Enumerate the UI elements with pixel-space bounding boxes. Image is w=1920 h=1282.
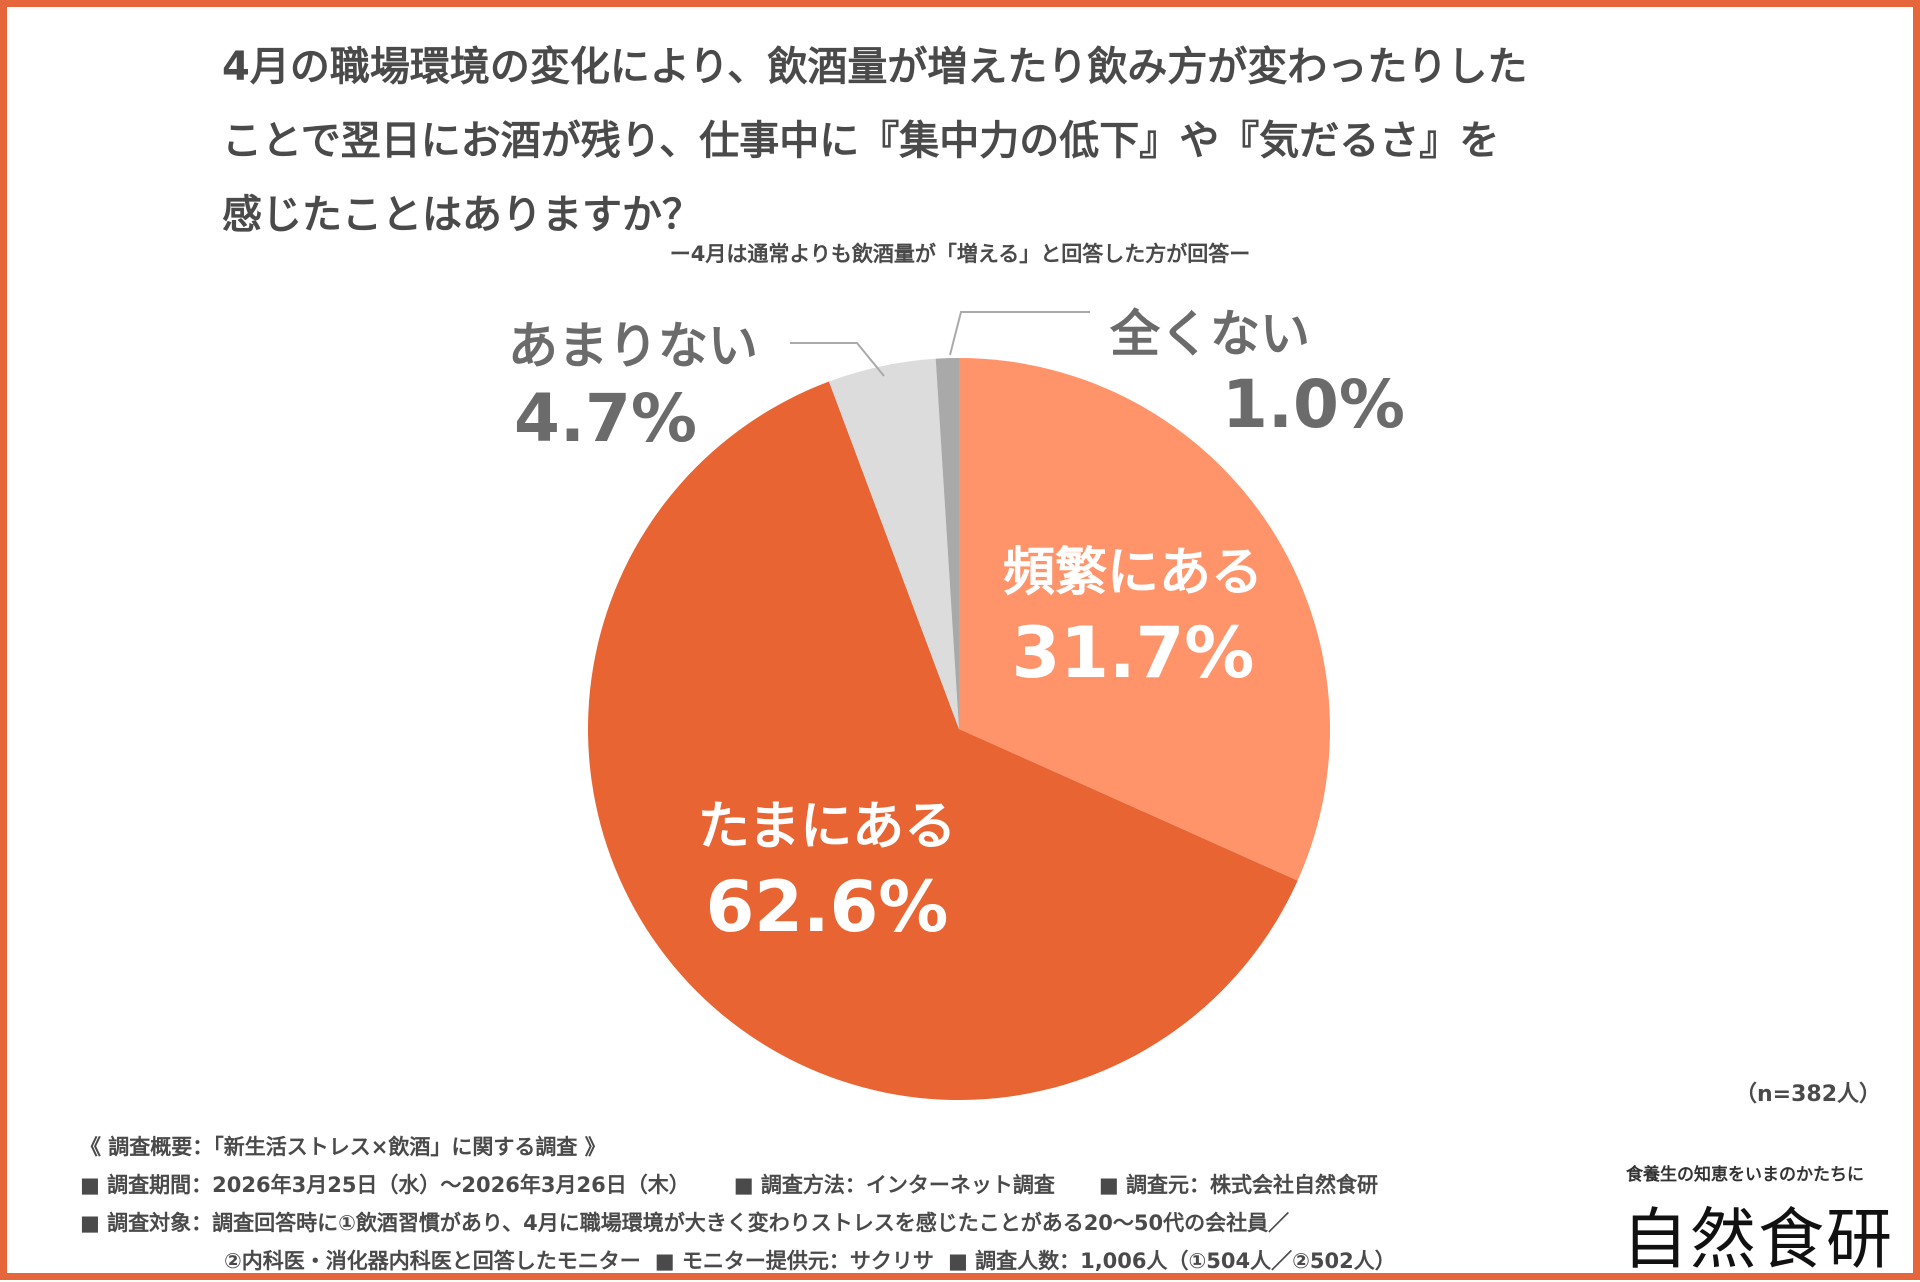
- chart-subtitle: ー4月は通常よりも飲酒量が「増える」と回答した方が回答ー: [669, 242, 1251, 266]
- slice-label-amari: あまりない: [508, 317, 758, 375]
- leader-line-amari: [790, 342, 885, 377]
- data-label-amari: 4.7%: [514, 380, 698, 457]
- chart-title: 4月の職場環境の変化により、飲酒量が増えたり飲み方が変わったりした ことで翌日に…: [222, 30, 1782, 252]
- data-label-mattaku: 1.0%: [1222, 366, 1406, 443]
- title-line: 感じたことはありますか？: [222, 192, 702, 238]
- slice-label-hinpan: 頻繁にある: [1002, 543, 1264, 603]
- pie-slice-hinpan: [959, 358, 1330, 881]
- title-line: ことで翌日にお酒が残り、仕事中に『集中力の低下』や『気だるさ』を: [222, 118, 1500, 164]
- slice-label-mattaku: 全くない: [1110, 305, 1310, 363]
- data-label-tamani: 62.6%: [705, 866, 949, 948]
- title-line: 4月の職場環境の変化により、飲酒量が増えたり飲み方が変わったりした: [222, 44, 1528, 90]
- data-label-hinpan: 31.7%: [1011, 612, 1255, 694]
- footer-count: ■ 調査人数：1,006人（①504人／②502人）: [947, 1249, 1396, 1273]
- sample-size: （n=382人）: [1735, 1082, 1882, 1107]
- slice-label-tamani: たまにある: [697, 797, 957, 857]
- footer-source: ■ 調査元：株式会社自然食研: [1098, 1173, 1379, 1197]
- pie-slice-mattaku: [935, 358, 959, 729]
- company-logo: 自然食研: [1622, 1201, 1894, 1278]
- footer-target: ■ 調査対象：調査回答時に①飲酒習慣があり、4月に職場環境が大きく変わりストレス…: [80, 1211, 1290, 1235]
- footer-heading: 《 調査概要：「新生活ストレス×飲酒」に関する調査 》: [80, 1135, 606, 1159]
- pie-slice-amari: [828, 358, 959, 729]
- logo-tagline: 食養生の知恵をいまのかたちに: [1626, 1165, 1864, 1185]
- footer-method: ■ 調査方法：インターネット調査: [733, 1173, 1055, 1197]
- footer-target2: ②内科医・消化器内科医と回答したモニター: [224, 1249, 641, 1273]
- footer-period: ■ 調査期間：2026年3月25日（水）～2026年3月26日（木）: [80, 1173, 690, 1197]
- footer-provider: ■ モニター提供元：サクリサ: [654, 1249, 934, 1273]
- survey-overview: 《 調査概要：「新生活ストレス×飲酒」に関する調査 》 ■ 調査期間：2026年…: [80, 1128, 1440, 1280]
- pie-slice-tamani: [587, 381, 1298, 1101]
- leader-line-mattaku: [949, 311, 1090, 356]
